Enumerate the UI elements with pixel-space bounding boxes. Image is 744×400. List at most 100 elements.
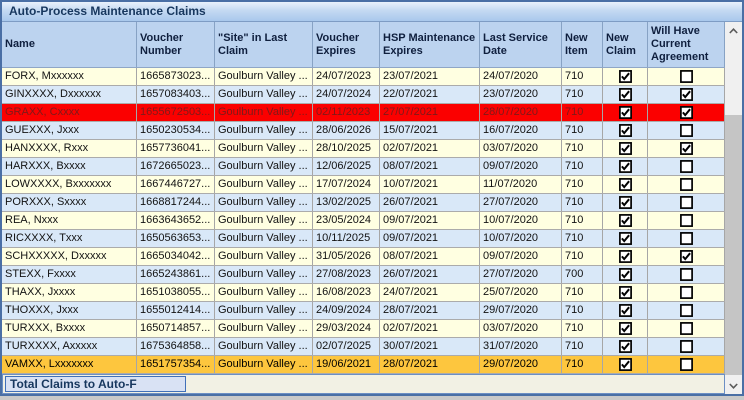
table-row[interactable]: HANXXXX, Rxxx 1657736041... Goulburn Valle… <box>2 140 725 158</box>
table-header: Name Voucher Number "Site" in Last Claim Vo… <box>2 22 725 68</box>
cell-name: VAMXX, Lxxxxxxx <box>2 356 137 373</box>
cell-name: RICXXXX, Txxx <box>2 230 137 247</box>
unchecked-checkbox-icon <box>679 340 693 353</box>
new-claim-checkbox[interactable] <box>603 266 648 283</box>
table-row[interactable]: PORXXX, Sxxxx 1668817244... Goulburn Valle… <box>2 194 725 212</box>
scroll-up-button[interactable] <box>725 22 742 39</box>
cell-voucher_number: 1665873023... <box>137 68 215 85</box>
cell-new_item: 710 <box>562 338 603 355</box>
will-have-agreement-checkbox[interactable] <box>648 248 725 265</box>
new-claim-checkbox[interactable] <box>603 248 648 265</box>
column-header-new_item[interactable]: New Item <box>562 22 603 67</box>
will-have-agreement-checkbox[interactable] <box>648 194 725 211</box>
will-have-agreement-checkbox[interactable] <box>648 266 725 283</box>
table-row[interactable]: STEXX, Fxxxx 1665243861... Goulburn Valley… <box>2 266 725 284</box>
new-claim-checkbox[interactable] <box>603 104 648 121</box>
cell-last_service: 03/07/2020 <box>480 140 562 157</box>
new-claim-checkbox[interactable] <box>603 212 648 229</box>
will-have-agreement-checkbox[interactable] <box>648 104 725 121</box>
new-claim-checkbox[interactable] <box>603 338 648 355</box>
new-claim-checkbox[interactable] <box>603 140 648 157</box>
will-have-agreement-checkbox[interactable] <box>648 230 725 247</box>
table-row[interactable]: VAMXX, Lxxxxxxx 1651757354... Goulburn Val… <box>2 356 725 374</box>
will-have-agreement-checkbox[interactable] <box>648 158 725 175</box>
table-row[interactable]: GRAXX, Cxxxx 1655672503... Goulburn Valley… <box>2 104 725 122</box>
will-have-agreement-checkbox[interactable] <box>648 356 725 373</box>
column-header-hsp_expires[interactable]: HSP Maintenance Expires <box>380 22 480 67</box>
cell-voucher_number: 1650230534... <box>137 122 215 139</box>
cell-new_item: 700 <box>562 266 603 283</box>
vertical-scrollbar[interactable] <box>725 22 742 394</box>
cell-new_item: 710 <box>562 320 603 337</box>
table-row[interactable]: GINXXXX, Dxxxxxx 1657083403... Goulburn Va… <box>2 86 725 104</box>
scroll-down-button[interactable] <box>725 377 742 394</box>
will-have-agreement-checkbox[interactable] <box>648 140 725 157</box>
cell-voucher_number: 1665034042... <box>137 248 215 265</box>
cell-site: Goulburn Valley ... <box>215 158 313 175</box>
checked-checkbox-icon <box>618 268 632 281</box>
table-row[interactable]: TURXXX, Bxxxx 1650714857... Goulburn Valle… <box>2 320 725 338</box>
will-have-agreement-checkbox[interactable] <box>648 302 725 319</box>
table-row[interactable]: FORX, Mxxxxxx 1665873023... Goulburn Valle… <box>2 68 725 86</box>
will-have-agreement-checkbox[interactable] <box>648 176 725 193</box>
new-claim-checkbox[interactable] <box>603 320 648 337</box>
table-row[interactable]: REA, Nxxx 1663643652... Goulburn Valley ..… <box>2 212 725 230</box>
cell-voucher_number: 1650563653... <box>137 230 215 247</box>
column-header-name[interactable]: Name <box>2 22 137 67</box>
cell-site: Goulburn Valley ... <box>215 140 313 157</box>
column-header-voucher_expires[interactable]: Voucher Expires <box>313 22 380 67</box>
new-claim-checkbox[interactable] <box>603 158 648 175</box>
cell-site: Goulburn Valley ... <box>215 212 313 229</box>
will-have-agreement-checkbox[interactable] <box>648 86 725 103</box>
cell-name: FORX, Mxxxxxx <box>2 68 137 85</box>
cell-name: TURXXXX, Axxxxx <box>2 338 137 355</box>
new-claim-checkbox[interactable] <box>603 176 648 193</box>
cell-voucher_expires: 24/09/2024 <box>313 302 380 319</box>
cell-hsp_expires: 02/07/2021 <box>380 320 480 337</box>
new-claim-checkbox[interactable] <box>603 230 648 247</box>
table-row[interactable]: TURXXXX, Axxxxx 1675364858... Goulburn Val… <box>2 338 725 356</box>
will-have-agreement-checkbox[interactable] <box>648 122 725 139</box>
table-row[interactable]: SCHXXXXX, Dxxxxx 1665034042... Goulburn Va… <box>2 248 725 266</box>
column-header-new_claim[interactable]: New Claim <box>603 22 648 67</box>
new-claim-checkbox[interactable] <box>603 122 648 139</box>
will-have-agreement-checkbox[interactable] <box>648 320 725 337</box>
will-have-agreement-checkbox[interactable] <box>648 284 725 301</box>
table-row[interactable]: RICXXXX, Txxx 1650563653... Goulburn Valle… <box>2 230 725 248</box>
cell-voucher_expires: 28/10/2025 <box>313 140 380 157</box>
table-row[interactable]: THAXX, Jxxxx 1651038055... Goulburn Valley… <box>2 284 725 302</box>
new-claim-checkbox[interactable] <box>603 356 648 373</box>
cell-hsp_expires: 02/07/2021 <box>380 140 480 157</box>
will-have-agreement-checkbox[interactable] <box>648 68 725 85</box>
new-claim-checkbox[interactable] <box>603 194 648 211</box>
cell-hsp_expires: 15/07/2021 <box>380 122 480 139</box>
unchecked-checkbox-icon <box>679 70 693 83</box>
cell-new_item: 710 <box>562 302 603 319</box>
checked-checkbox-icon <box>618 196 632 209</box>
checked-checkbox-icon <box>618 304 632 317</box>
scrollbar-thumb[interactable] <box>725 115 742 375</box>
will-have-agreement-checkbox[interactable] <box>648 338 725 355</box>
new-claim-checkbox[interactable] <box>603 86 648 103</box>
checked-checkbox-icon <box>618 286 632 299</box>
table-row[interactable]: GUEXXX, Jxxx 1650230534... Goulburn Valley… <box>2 122 725 140</box>
unchecked-checkbox-icon <box>679 196 693 209</box>
table-row[interactable]: HARXXX, Bxxxx 1672665023... Goulburn Valle… <box>2 158 725 176</box>
cell-voucher_expires: 12/06/2025 <box>313 158 380 175</box>
cell-last_service: 10/07/2020 <box>480 230 562 247</box>
total-claims-field[interactable]: Total Claims to Auto-F <box>5 376 186 392</box>
cell-site: Goulburn Valley ... <box>215 230 313 247</box>
new-claim-checkbox[interactable] <box>603 302 648 319</box>
table-row[interactable]: LOWXXXX, Bxxxxxxx 1667446727... Goulburn V… <box>2 176 725 194</box>
new-claim-checkbox[interactable] <box>603 68 648 85</box>
column-header-last_service[interactable]: Last Service Date <box>480 22 562 67</box>
column-header-voucher_number[interactable]: Voucher Number <box>137 22 215 67</box>
cell-site: Goulburn Valley ... <box>215 194 313 211</box>
cell-site: Goulburn Valley ... <box>215 338 313 355</box>
table-row[interactable]: THOXXX, Jxxx 1655012414... Goulburn Valley… <box>2 302 725 320</box>
new-claim-checkbox[interactable] <box>603 284 648 301</box>
cell-site: Goulburn Valley ... <box>215 122 313 139</box>
column-header-site[interactable]: "Site" in Last Claim <box>215 22 313 67</box>
column-header-will_have_agreement[interactable]: Will Have Current Agreement <box>648 22 725 67</box>
will-have-agreement-checkbox[interactable] <box>648 212 725 229</box>
